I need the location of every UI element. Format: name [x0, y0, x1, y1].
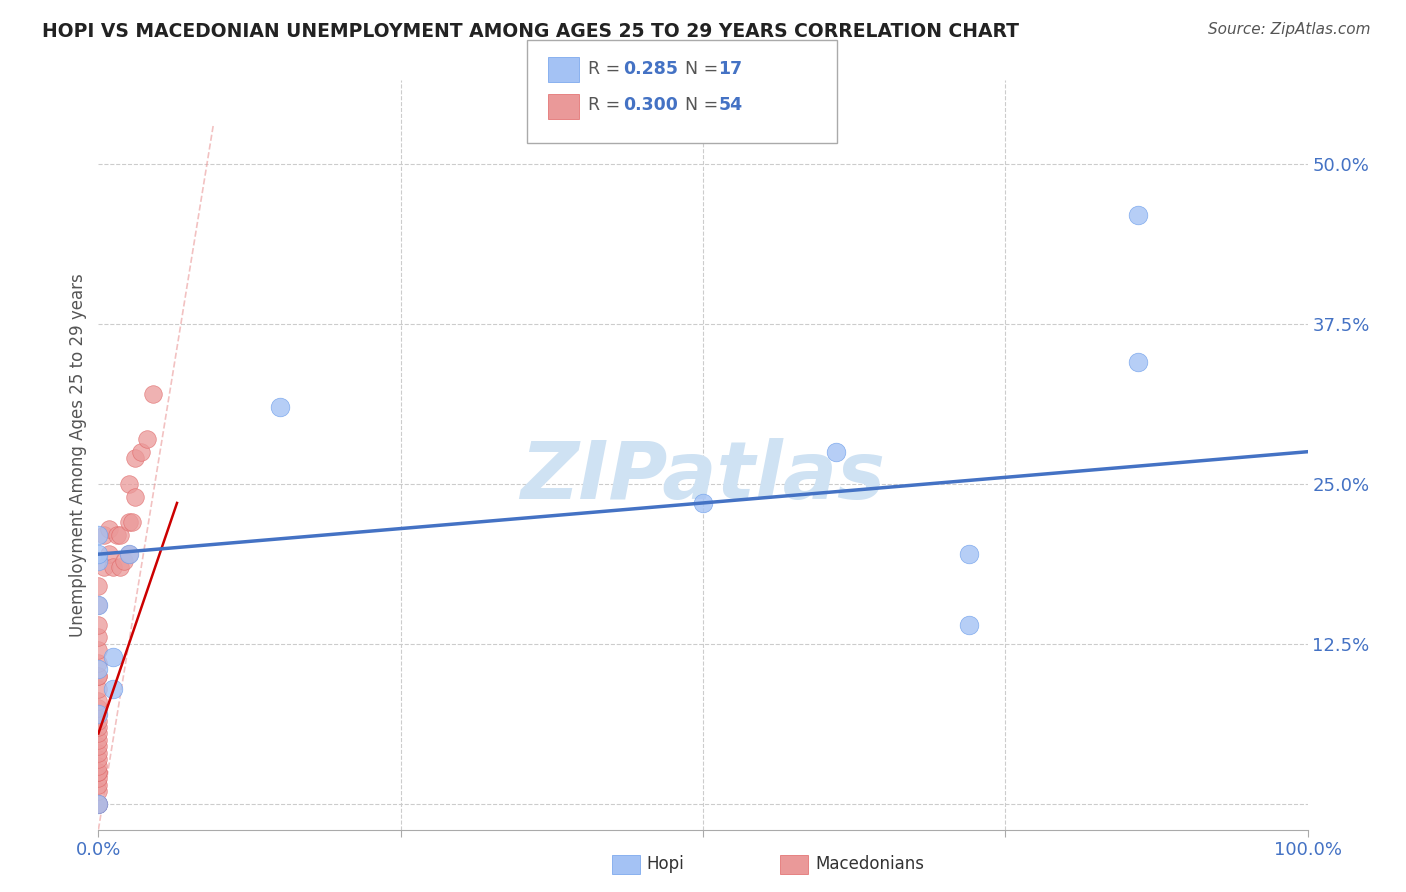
Point — [87, 669, 110, 683]
Text: N =: N = — [685, 60, 724, 78]
Text: R =: R = — [588, 60, 626, 78]
Point — [98, 522, 121, 536]
Point — [87, 797, 110, 811]
Point — [87, 797, 110, 811]
Point — [87, 599, 110, 613]
Text: Macedonians: Macedonians — [815, 855, 925, 873]
Point — [87, 797, 110, 811]
Point — [87, 797, 110, 811]
Point — [105, 528, 128, 542]
Point — [1128, 208, 1150, 222]
Text: R =: R = — [588, 96, 626, 114]
Point — [825, 444, 848, 458]
Point — [87, 746, 110, 760]
Point — [692, 496, 714, 510]
Point — [957, 617, 980, 632]
Point — [101, 681, 124, 696]
Point — [87, 681, 110, 696]
Point — [87, 669, 110, 683]
Text: N =: N = — [685, 96, 724, 114]
Point — [118, 476, 141, 491]
Text: HOPI VS MACEDONIAN UNEMPLOYMENT AMONG AGES 25 TO 29 YEARS CORRELATION CHART: HOPI VS MACEDONIAN UNEMPLOYMENT AMONG AG… — [42, 22, 1019, 41]
Text: 0.300: 0.300 — [623, 96, 678, 114]
Point — [87, 739, 110, 754]
Point — [87, 656, 110, 670]
Point — [87, 797, 110, 811]
Point — [87, 663, 110, 677]
Point — [121, 515, 143, 529]
Text: ZIPatlas: ZIPatlas — [520, 438, 886, 516]
Text: Source: ZipAtlas.com: Source: ZipAtlas.com — [1208, 22, 1371, 37]
Point — [87, 707, 110, 722]
Point — [101, 649, 124, 664]
Text: 0.285: 0.285 — [623, 60, 678, 78]
Point — [87, 643, 110, 657]
Point — [93, 560, 115, 574]
Point — [87, 784, 110, 798]
Point — [87, 528, 110, 542]
Point — [142, 387, 165, 401]
Text: Hopi: Hopi — [647, 855, 685, 873]
Point — [87, 797, 110, 811]
Point — [118, 547, 141, 561]
Point — [87, 547, 110, 561]
Point — [129, 444, 152, 458]
Point — [87, 797, 110, 811]
Point — [87, 797, 110, 811]
Point — [87, 707, 110, 722]
Point — [101, 560, 124, 574]
Point — [87, 553, 110, 567]
Point — [93, 528, 115, 542]
Point — [1128, 355, 1150, 369]
Point — [108, 560, 131, 574]
Point — [87, 797, 110, 811]
Point — [124, 490, 146, 504]
Point — [87, 599, 110, 613]
Point — [269, 400, 291, 414]
Point — [118, 515, 141, 529]
Text: 17: 17 — [718, 60, 742, 78]
Point — [87, 714, 110, 728]
Point — [87, 797, 110, 811]
Point — [112, 553, 135, 567]
Point — [87, 694, 110, 708]
Point — [135, 432, 157, 446]
Point — [87, 778, 110, 792]
Point — [98, 547, 121, 561]
Point — [87, 732, 110, 747]
Y-axis label: Unemployment Among Ages 25 to 29 years: Unemployment Among Ages 25 to 29 years — [69, 273, 87, 637]
Point — [87, 758, 110, 772]
Point — [87, 752, 110, 766]
Point — [957, 547, 980, 561]
Point — [118, 547, 141, 561]
Text: 54: 54 — [718, 96, 742, 114]
Point — [87, 764, 110, 779]
Point — [87, 726, 110, 740]
Point — [87, 772, 110, 786]
Point — [87, 631, 110, 645]
Point — [108, 528, 131, 542]
Point — [87, 701, 110, 715]
Point — [87, 617, 110, 632]
Point — [87, 764, 110, 779]
Point — [87, 797, 110, 811]
Point — [124, 451, 146, 466]
Point — [87, 797, 110, 811]
Point — [87, 720, 110, 734]
Point — [87, 579, 110, 593]
